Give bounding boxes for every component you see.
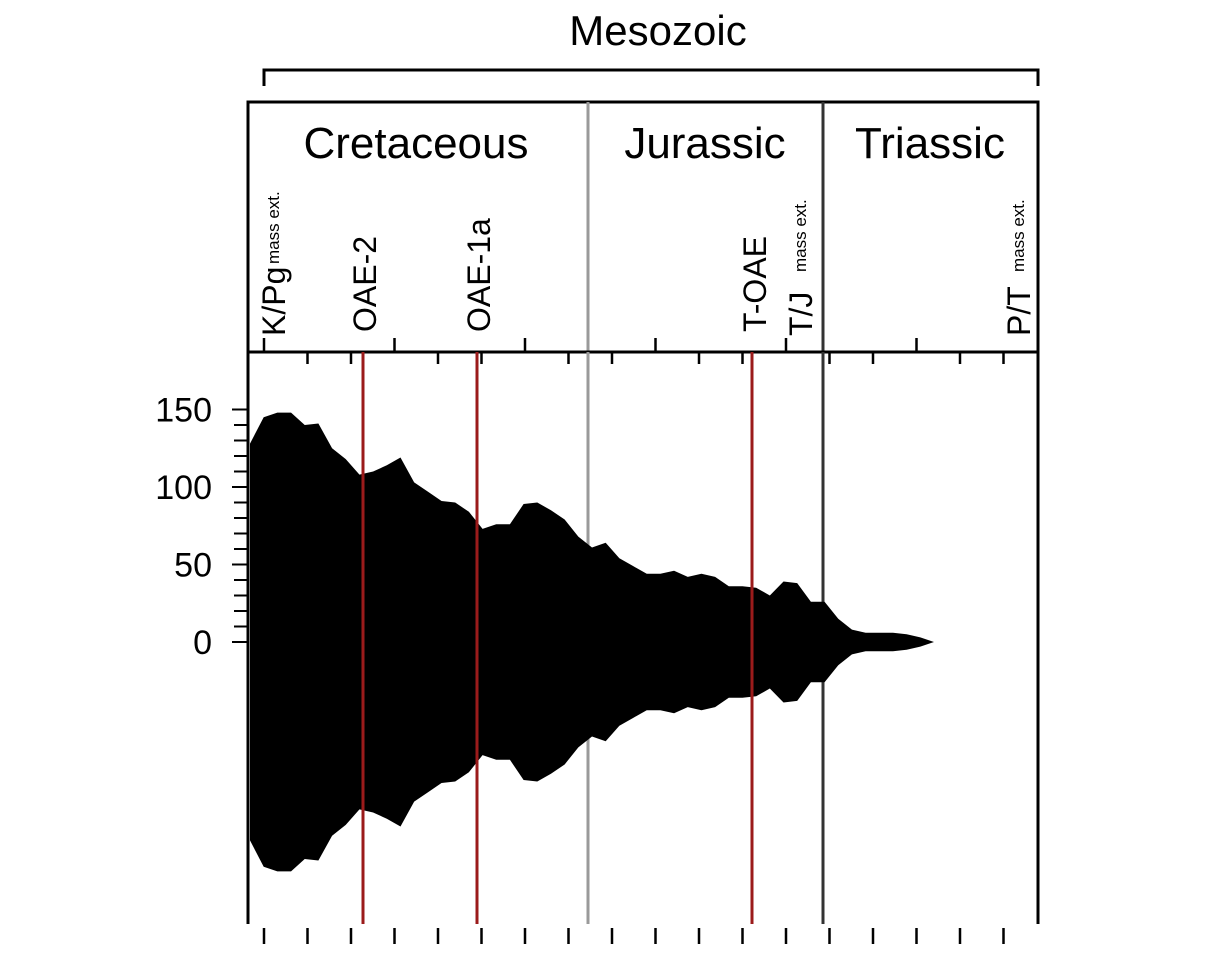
event-t-oae-label: T-OAE: [737, 236, 773, 332]
event-label-t-j: T/J mass ext.: [783, 199, 819, 336]
event-k-pg-sublabel: mass ext.: [264, 191, 283, 264]
event-p-t-sublabel: mass ext.: [1009, 199, 1028, 272]
event-p-t-label: P/T: [1001, 286, 1037, 336]
diversity-area-series: [250, 412, 934, 872]
event-label-t-oae: T-OAE: [737, 236, 773, 332]
period-label-jurassic: Jurassic: [624, 119, 785, 168]
plot-area: 150 100 50 0: [155, 338, 1040, 944]
y-tick-label: 100: [155, 469, 212, 507]
event-k-pg-label: K/Pg: [256, 267, 292, 336]
event-oae-2-label: OAE-2: [347, 236, 383, 332]
period-label-triassic: Triassic: [855, 119, 1005, 168]
event-label-oae-2: OAE-2: [347, 236, 383, 332]
event-label-p-t: P/T mass ext.: [1001, 199, 1037, 336]
era-label: Mesozoic: [569, 7, 746, 54]
event-t-j-sublabel: mass ext.: [791, 199, 810, 272]
event-oae-1a-label: OAE-1a: [461, 218, 497, 332]
event-t-j-label: T/J: [783, 292, 819, 336]
event-label-k-pg: K/Pg mass ext.: [256, 191, 292, 336]
y-tick-label: 150: [155, 392, 212, 430]
y-tick-label: 50: [174, 547, 212, 585]
event-label-oae-1a: OAE-1a: [461, 218, 497, 332]
y-tick-label: 0: [193, 624, 212, 662]
period-label-cretaceous: Cretaceous: [303, 119, 528, 168]
era-bracket: [262, 68, 1040, 86]
